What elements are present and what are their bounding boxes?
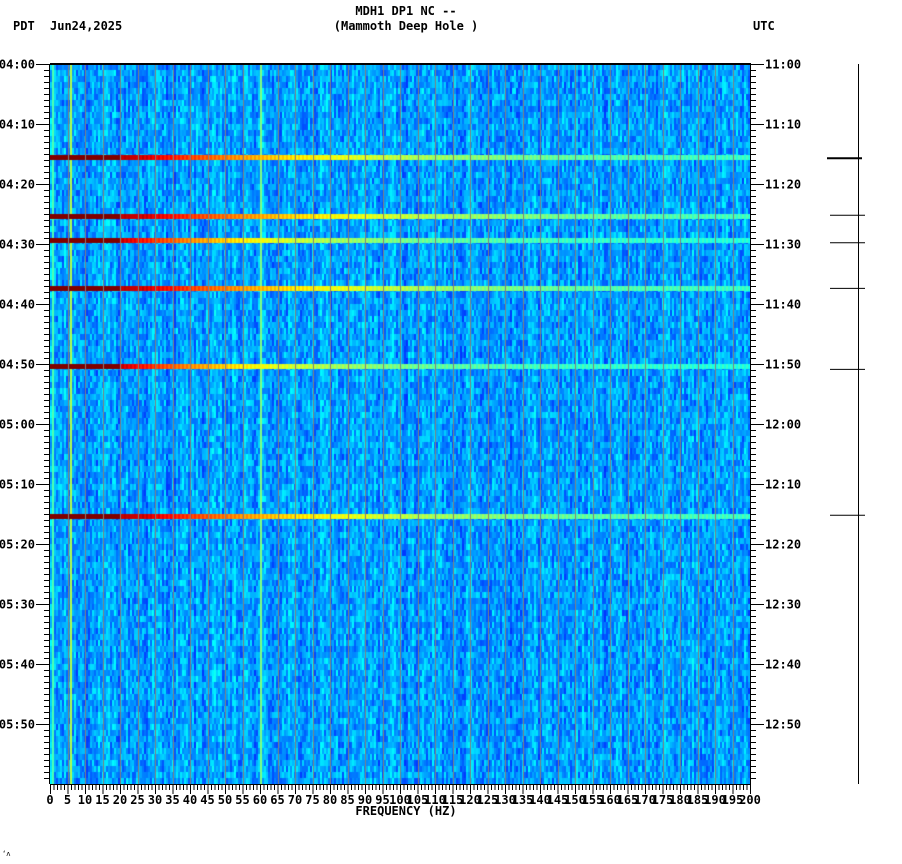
left-time-tick-label: 05:50	[0, 718, 35, 732]
frequency-tick-label: 170	[634, 793, 656, 807]
right-time-tick-label: 11:20	[765, 178, 801, 192]
frequency-tick-label: 85	[340, 793, 354, 807]
frequency-tick-label: 130	[494, 793, 516, 807]
frequency-tick-label: 30	[148, 793, 162, 807]
right-time-tick-label: 12:20	[765, 538, 801, 552]
frequency-tick-label: 180	[669, 793, 691, 807]
left-time-tick-label: 04:00	[0, 58, 35, 72]
left-time-tick-label: 04:50	[0, 358, 35, 372]
x-axis-label: FREQUENCY (HZ)	[355, 804, 457, 818]
frequency-tick-label: 65	[270, 793, 284, 807]
frequency-tick-label: 50	[218, 793, 232, 807]
frequency-tick-label: 25	[130, 793, 144, 807]
left-timezone-label: PDT	[13, 19, 35, 33]
right-time-tick-label: 11:00	[765, 58, 801, 72]
left-time-axis: 04:00 04:10 04:20 04:30 04:40 04:50 05:00 05:10…	[0, 58, 50, 784]
frequency-tick-label: 100	[389, 793, 411, 807]
frequency-tick-label: 160	[599, 793, 621, 807]
left-time-tick-label: 05:10	[0, 478, 35, 492]
right-time-tick-label: 11:30	[765, 238, 801, 252]
frequency-tick-label: 35	[165, 793, 179, 807]
frequency-tick-label: 135	[512, 793, 534, 807]
right-timezone-label: UTC	[753, 19, 775, 33]
frequency-tick-label: 0	[46, 793, 53, 807]
frequency-tick-label: 20	[113, 793, 127, 807]
frequency-tick-label: 195	[722, 793, 744, 807]
left-time-tick-label: 04:20	[0, 178, 35, 192]
right-time-tick-label: 11:50	[765, 358, 801, 372]
frequency-tick-label: 185	[687, 793, 709, 807]
station-title: MDH1 DP1 NC --	[355, 4, 457, 18]
frequency-tick-label: 60	[253, 793, 267, 807]
station-subtitle: (Mammoth Deep Hole )	[333, 19, 479, 33]
frequency-tick-label: 10	[78, 793, 92, 807]
left-time-tick-label: 05:20	[0, 538, 35, 552]
frequency-tick-label: 125	[477, 793, 499, 807]
frequency-tick-label: 145	[547, 793, 569, 807]
right-time-axis: 11:00 11:10 11:20 11:30 11:40 11:50 12:00 12:10…	[750, 58, 801, 784]
corner-mark: ʻʌ	[2, 850, 11, 858]
frequency-tick-label: 155	[582, 793, 604, 807]
frequency-tick-label: 140	[529, 793, 551, 807]
frequency-tick-label: 40	[183, 793, 197, 807]
left-time-tick-label: 04:30	[0, 238, 35, 252]
frequency-tick-label: 120	[459, 793, 481, 807]
frequency-axis: 0 5 10 15 20 25 30 35 40 45 50 55 60 65 70 75 80 85 90 95 10…	[46, 784, 761, 807]
frequency-tick-label: 115	[442, 793, 464, 807]
left-time-tick-label: 05:00	[0, 418, 35, 432]
frequency-tick-label: 150	[564, 793, 586, 807]
frequency-tick-label: 105	[407, 793, 429, 807]
spectrogram-image	[50, 64, 750, 784]
frequency-tick-label: 110	[424, 793, 446, 807]
frequency-tick-label: 165	[617, 793, 639, 807]
right-time-tick-label: 11:40	[765, 298, 801, 312]
frequency-tick-label: 5	[64, 793, 71, 807]
frequency-tick-label: 70	[288, 793, 302, 807]
frequency-tick-label: 15	[95, 793, 109, 807]
date-label: Jun24,2025	[50, 19, 123, 33]
left-time-tick-label: 04:40	[0, 298, 35, 312]
frequency-tick-label: 200	[739, 793, 761, 807]
spectrogram-plot	[50, 64, 750, 784]
event-marker-timeline	[827, 64, 865, 784]
frequency-tick-label: 80	[323, 793, 337, 807]
left-time-tick-label: 05:40	[0, 658, 35, 672]
frequency-tick-label: 95	[375, 793, 389, 807]
right-time-tick-label: 12:30	[765, 598, 801, 612]
right-time-tick-label: 12:50	[765, 718, 801, 732]
right-time-tick-label: 12:00	[765, 418, 801, 432]
frequency-tick-label: 55	[235, 793, 249, 807]
right-time-tick-label: 12:10	[765, 478, 801, 492]
right-time-tick-label: 11:10	[765, 118, 801, 132]
frequency-tick-label: 45	[200, 793, 214, 807]
frequency-tick-label: 190	[704, 793, 726, 807]
frequency-tick-label: 175	[652, 793, 674, 807]
frequency-tick-label: 75	[305, 793, 319, 807]
left-time-tick-label: 05:30	[0, 598, 35, 612]
left-time-tick-label: 04:10	[0, 118, 35, 132]
right-time-tick-label: 12:40	[765, 658, 801, 672]
plot-top-border	[50, 63, 751, 65]
frequency-tick-label: 90	[358, 793, 372, 807]
